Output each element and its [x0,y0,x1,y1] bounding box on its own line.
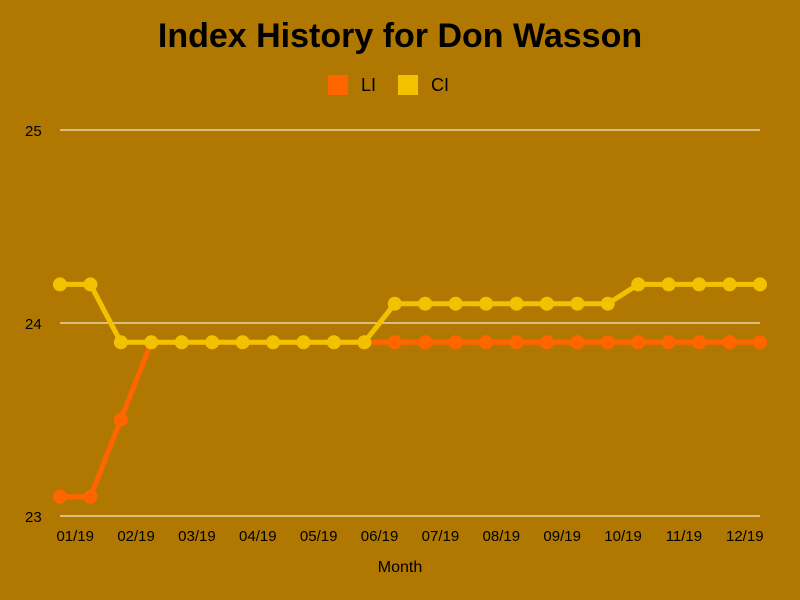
data-point-ci [661,277,676,292]
data-point-li [661,335,676,350]
series-ci [53,277,767,350]
x-tick-label: 09/19 [543,528,581,545]
series-line-ci [57,281,763,345]
data-point-ci [418,296,433,311]
data-point-li [631,335,646,350]
data-point-li [387,335,402,350]
data-point-ci [83,277,98,292]
data-point-ci [722,277,737,292]
series-group [53,277,767,504]
x-tick-label: 02/19 [117,528,155,545]
x-tick-label: 07/19 [422,528,460,545]
data-point-ci [600,296,615,311]
data-point-ci [326,335,341,350]
data-point-ci [296,335,311,350]
series-li [53,335,767,504]
data-point-ci [174,335,189,350]
y-tick-label: 23 [25,509,42,526]
data-point-li [600,335,615,350]
data-point-li [418,335,433,350]
x-tick-label: 04/19 [239,528,277,545]
data-point-ci [235,335,250,350]
x-tick-label: 06/19 [361,528,399,545]
data-point-ci [205,335,220,350]
data-point-ci [570,296,585,311]
x-axis-ticks: 01/19 02/19 03/19 04/19 05/19 06/19 07/19 08/19… [56,528,763,545]
data-point-ci [539,296,554,311]
legend-label-ci: CI [431,75,449,95]
data-point-ci [113,335,128,350]
gridlines [60,129,760,517]
x-tick-label: 08/19 [483,528,521,545]
data-point-li [722,335,737,350]
data-point-li [692,335,707,350]
data-point-ci [53,277,67,292]
data-point-ci [631,277,646,292]
y-tick-label: 25 [25,123,42,140]
data-point-ci [692,277,707,292]
data-point-li [448,335,463,350]
data-point-li [53,489,67,504]
data-point-ci [266,335,281,350]
data-point-li [113,412,128,427]
data-point-ci [753,277,767,292]
x-tick-label: 05/19 [300,528,338,545]
x-tick-label: 01/19 [56,528,94,545]
y-axis-ticks: 23 24 25 [25,123,42,526]
data-point-li [509,335,524,350]
legend: LI CI [328,75,449,95]
data-point-li [539,335,554,350]
y-tick-label: 24 [25,316,42,333]
data-point-ci [448,296,463,311]
x-tick-label: 12/19 [726,528,764,545]
data-point-ci [509,296,524,311]
data-point-li [479,335,494,350]
data-point-li [83,489,98,504]
x-tick-label: 10/19 [604,528,642,545]
data-point-ci [144,335,159,350]
data-point-ci [357,335,372,350]
legend-label-li: LI [361,75,376,95]
data-point-ci [387,296,402,311]
chart-title: Index History for Don Wasson [158,17,642,55]
data-point-li [753,335,767,350]
x-axis-label: Month [378,559,422,576]
series-line-li [57,339,763,500]
legend-swatch-ci [398,75,418,95]
x-tick-label: 11/19 [666,528,702,545]
legend-swatch-li [328,75,348,95]
data-point-ci [479,296,494,311]
data-point-li [570,335,585,350]
x-tick-label: 03/19 [178,528,216,545]
